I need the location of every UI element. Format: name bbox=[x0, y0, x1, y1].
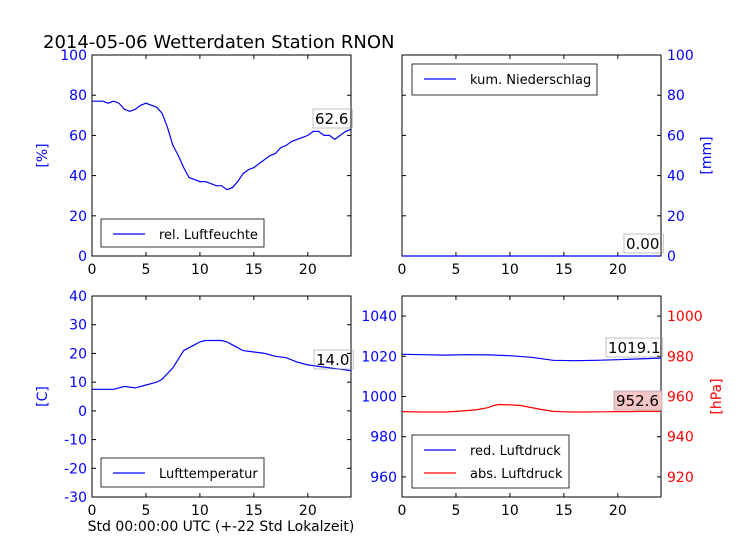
y-axis-label: [C] bbox=[35, 386, 51, 407]
x-tick-label: 10 bbox=[501, 262, 519, 278]
y-tick-label: 40 bbox=[667, 169, 685, 185]
legend-label: Lufttemperatur bbox=[159, 467, 258, 482]
value-annotation-box bbox=[313, 349, 354, 370]
y-axis-label: [mm] bbox=[699, 136, 715, 174]
y-tick-label: 40 bbox=[69, 169, 87, 185]
y-tick-label: 1020 bbox=[361, 349, 397, 365]
y-tick-label: 100 bbox=[60, 48, 87, 64]
y-tick-label: 20 bbox=[69, 346, 87, 362]
x-tick-label: 10 bbox=[191, 503, 209, 519]
x-tick-label: 10 bbox=[191, 262, 209, 278]
x-tick-label: 20 bbox=[609, 503, 627, 519]
y-tick-label: 10 bbox=[69, 375, 87, 391]
x-tick-label: 5 bbox=[451, 262, 460, 278]
y-tick-label: 30 bbox=[69, 318, 87, 334]
value-annotation-box bbox=[623, 233, 664, 254]
y-tick-label: 60 bbox=[69, 128, 87, 144]
axes-frame bbox=[91, 295, 352, 498]
x-tick-label: 15 bbox=[245, 503, 263, 519]
value-annotation: 62.6 bbox=[315, 110, 348, 128]
y2-axis-label: [hPa] bbox=[709, 378, 725, 414]
legend-label: abs. Luftdruck bbox=[470, 467, 563, 482]
chart-temperature: 0 5 10 15 20 -30 -20 -10 0 10 20 30 40 [C] Std 00:00:0… bbox=[35, 289, 354, 535]
y2-tick-label: 940 bbox=[667, 430, 694, 446]
x-tick-label: 10 bbox=[501, 503, 519, 519]
y-tick-label: 80 bbox=[667, 88, 685, 104]
x-tick-label: 20 bbox=[299, 262, 317, 278]
x-tick-label: 5 bbox=[141, 503, 150, 519]
value-annotation: 952.6 bbox=[616, 392, 659, 410]
y-tick-label: -10 bbox=[64, 433, 87, 449]
x-tick-label: 0 bbox=[398, 262, 407, 278]
y2-tick-label: 1000 bbox=[667, 309, 703, 325]
y-tick-label: 1040 bbox=[361, 309, 397, 325]
value-annotation-box bbox=[605, 337, 664, 358]
y-tick-label: 0 bbox=[78, 249, 87, 265]
y-tick-label: 1000 bbox=[361, 390, 397, 406]
legend-label: rel. Luftfeuchte bbox=[159, 228, 258, 243]
y-tick-label: 20 bbox=[69, 209, 87, 225]
x-axis-label: Std 00:00:00 UTC (+-22 Std Lokalzeit) bbox=[88, 519, 355, 535]
x-tick-label: 20 bbox=[299, 503, 317, 519]
series-line-1 bbox=[401, 403, 661, 413]
series-line-0 bbox=[401, 353, 662, 362]
x-tick-label: 0 bbox=[88, 262, 97, 278]
y-tick-label: 80 bbox=[69, 88, 87, 104]
legend-box bbox=[100, 218, 265, 248]
y-tick-label: 100 bbox=[667, 48, 694, 64]
value-annotation-box bbox=[613, 390, 663, 411]
value-annotation: 1019.1 bbox=[608, 339, 661, 357]
x-tick-label: 5 bbox=[141, 262, 150, 278]
y2-tick-label: 980 bbox=[667, 349, 694, 365]
figure-title: 2014-05-06 Wetterdaten Station RNON bbox=[43, 32, 394, 53]
value-annotation: 0.00 bbox=[626, 235, 659, 253]
x-tick-label: 0 bbox=[88, 503, 97, 519]
legend-label: kum. Niederschlag bbox=[470, 73, 591, 88]
y-axis-label: [%] bbox=[35, 143, 51, 167]
y-tick-label: -20 bbox=[64, 461, 87, 477]
y2-tick-label: 960 bbox=[667, 390, 694, 406]
y-tick-label: 0 bbox=[78, 404, 87, 420]
x-tick-label: 15 bbox=[245, 262, 263, 278]
x-tick-label: 15 bbox=[555, 503, 573, 519]
y-tick-label: 20 bbox=[667, 209, 685, 225]
chart-pressure: 0 5 10 15 20 960 980 1000 1020 1040 920 940 960 980 10… bbox=[361, 295, 725, 519]
x-tick-label: 5 bbox=[451, 503, 460, 519]
legend-box bbox=[411, 434, 570, 489]
y-tick-label: 0 bbox=[667, 249, 676, 265]
value-annotation-box bbox=[312, 108, 353, 129]
axes-frame bbox=[91, 54, 352, 257]
y-tick-label: -30 bbox=[64, 490, 87, 506]
value-annotation: 14.0 bbox=[316, 351, 349, 369]
x-tick-label: 0 bbox=[398, 503, 407, 519]
y-tick-label: 960 bbox=[370, 470, 397, 486]
legend-label: red. Luftdruck bbox=[470, 444, 561, 459]
series-line-0 bbox=[92, 100, 352, 191]
y2-tick-label: 920 bbox=[667, 470, 694, 486]
y-tick-label: 60 bbox=[667, 128, 685, 144]
chart-humidity: 0 5 10 15 20 0 20 40 60 80 100 [%] rel. Luftfeuchte 6… bbox=[35, 48, 353, 278]
chart-precipitation: 0 5 10 15 20 0 20 40 60 80 100 [mm] kum. Niederschla… bbox=[398, 48, 715, 278]
x-tick-label: 20 bbox=[609, 262, 627, 278]
series-line-0 bbox=[92, 339, 352, 390]
x-tick-label: 15 bbox=[555, 262, 573, 278]
y-tick-label: 980 bbox=[370, 430, 397, 446]
y-tick-label: 40 bbox=[69, 289, 87, 305]
